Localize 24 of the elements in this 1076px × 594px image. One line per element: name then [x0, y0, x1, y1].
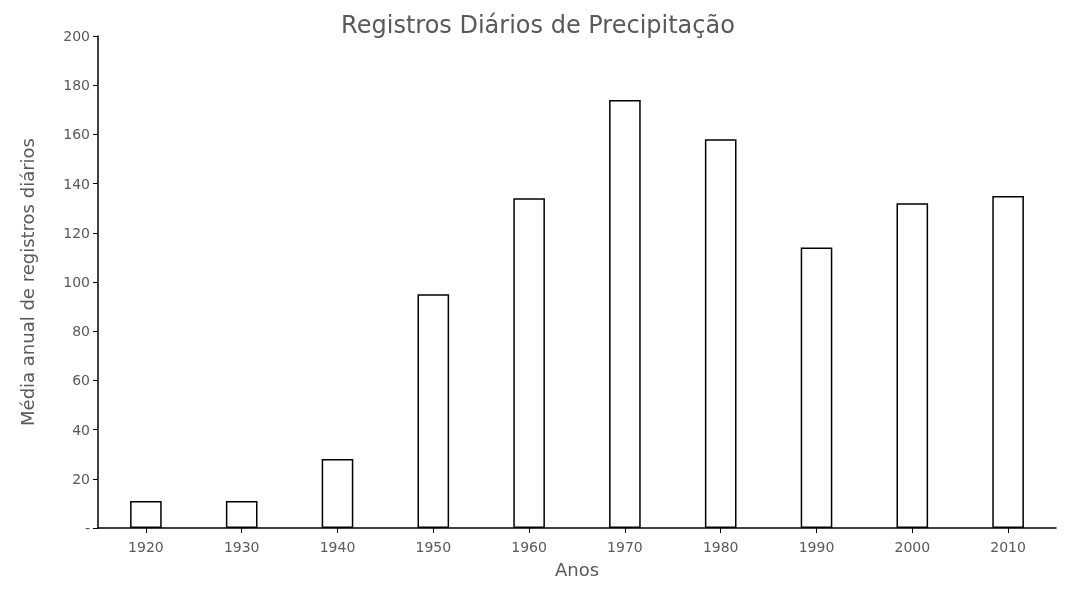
x-tick-label: 1920 [128, 539, 164, 555]
y-tick-label: 60 [72, 372, 90, 389]
x-tick-label: 1960 [511, 539, 547, 555]
x-tick-label: 2010 [990, 539, 1026, 555]
y-axis-title: Média anual de registros diários [16, 138, 38, 426]
y-tick-label: 80 [72, 323, 90, 340]
y-tick-label: 160 [63, 126, 90, 143]
chart-title: Registros Diários de Precipitação [341, 11, 735, 39]
y-tick-label: 20 [72, 470, 90, 487]
x-axis-title: Anos [554, 558, 600, 580]
y-tick-label: 120 [63, 224, 90, 241]
y-tick-label: 180 [63, 77, 90, 94]
x-tick-label: 1980 [702, 539, 739, 555]
x-tick-label: 1930 [223, 539, 260, 555]
x-tick-label: 2000 [894, 539, 931, 555]
y-tick-label: 140 [63, 175, 90, 192]
y-tick-label: 40 [72, 421, 90, 438]
x-tick-label: 1990 [798, 539, 835, 555]
y-tick-label: 200 [63, 28, 90, 44]
y-tick-label: 100 [63, 274, 90, 290]
x-tick-label: 1950 [415, 539, 452, 555]
x-tick-label: 1970 [607, 539, 643, 555]
y-tick-label: - [84, 520, 90, 536]
x-tick-label: 1940 [319, 539, 356, 555]
